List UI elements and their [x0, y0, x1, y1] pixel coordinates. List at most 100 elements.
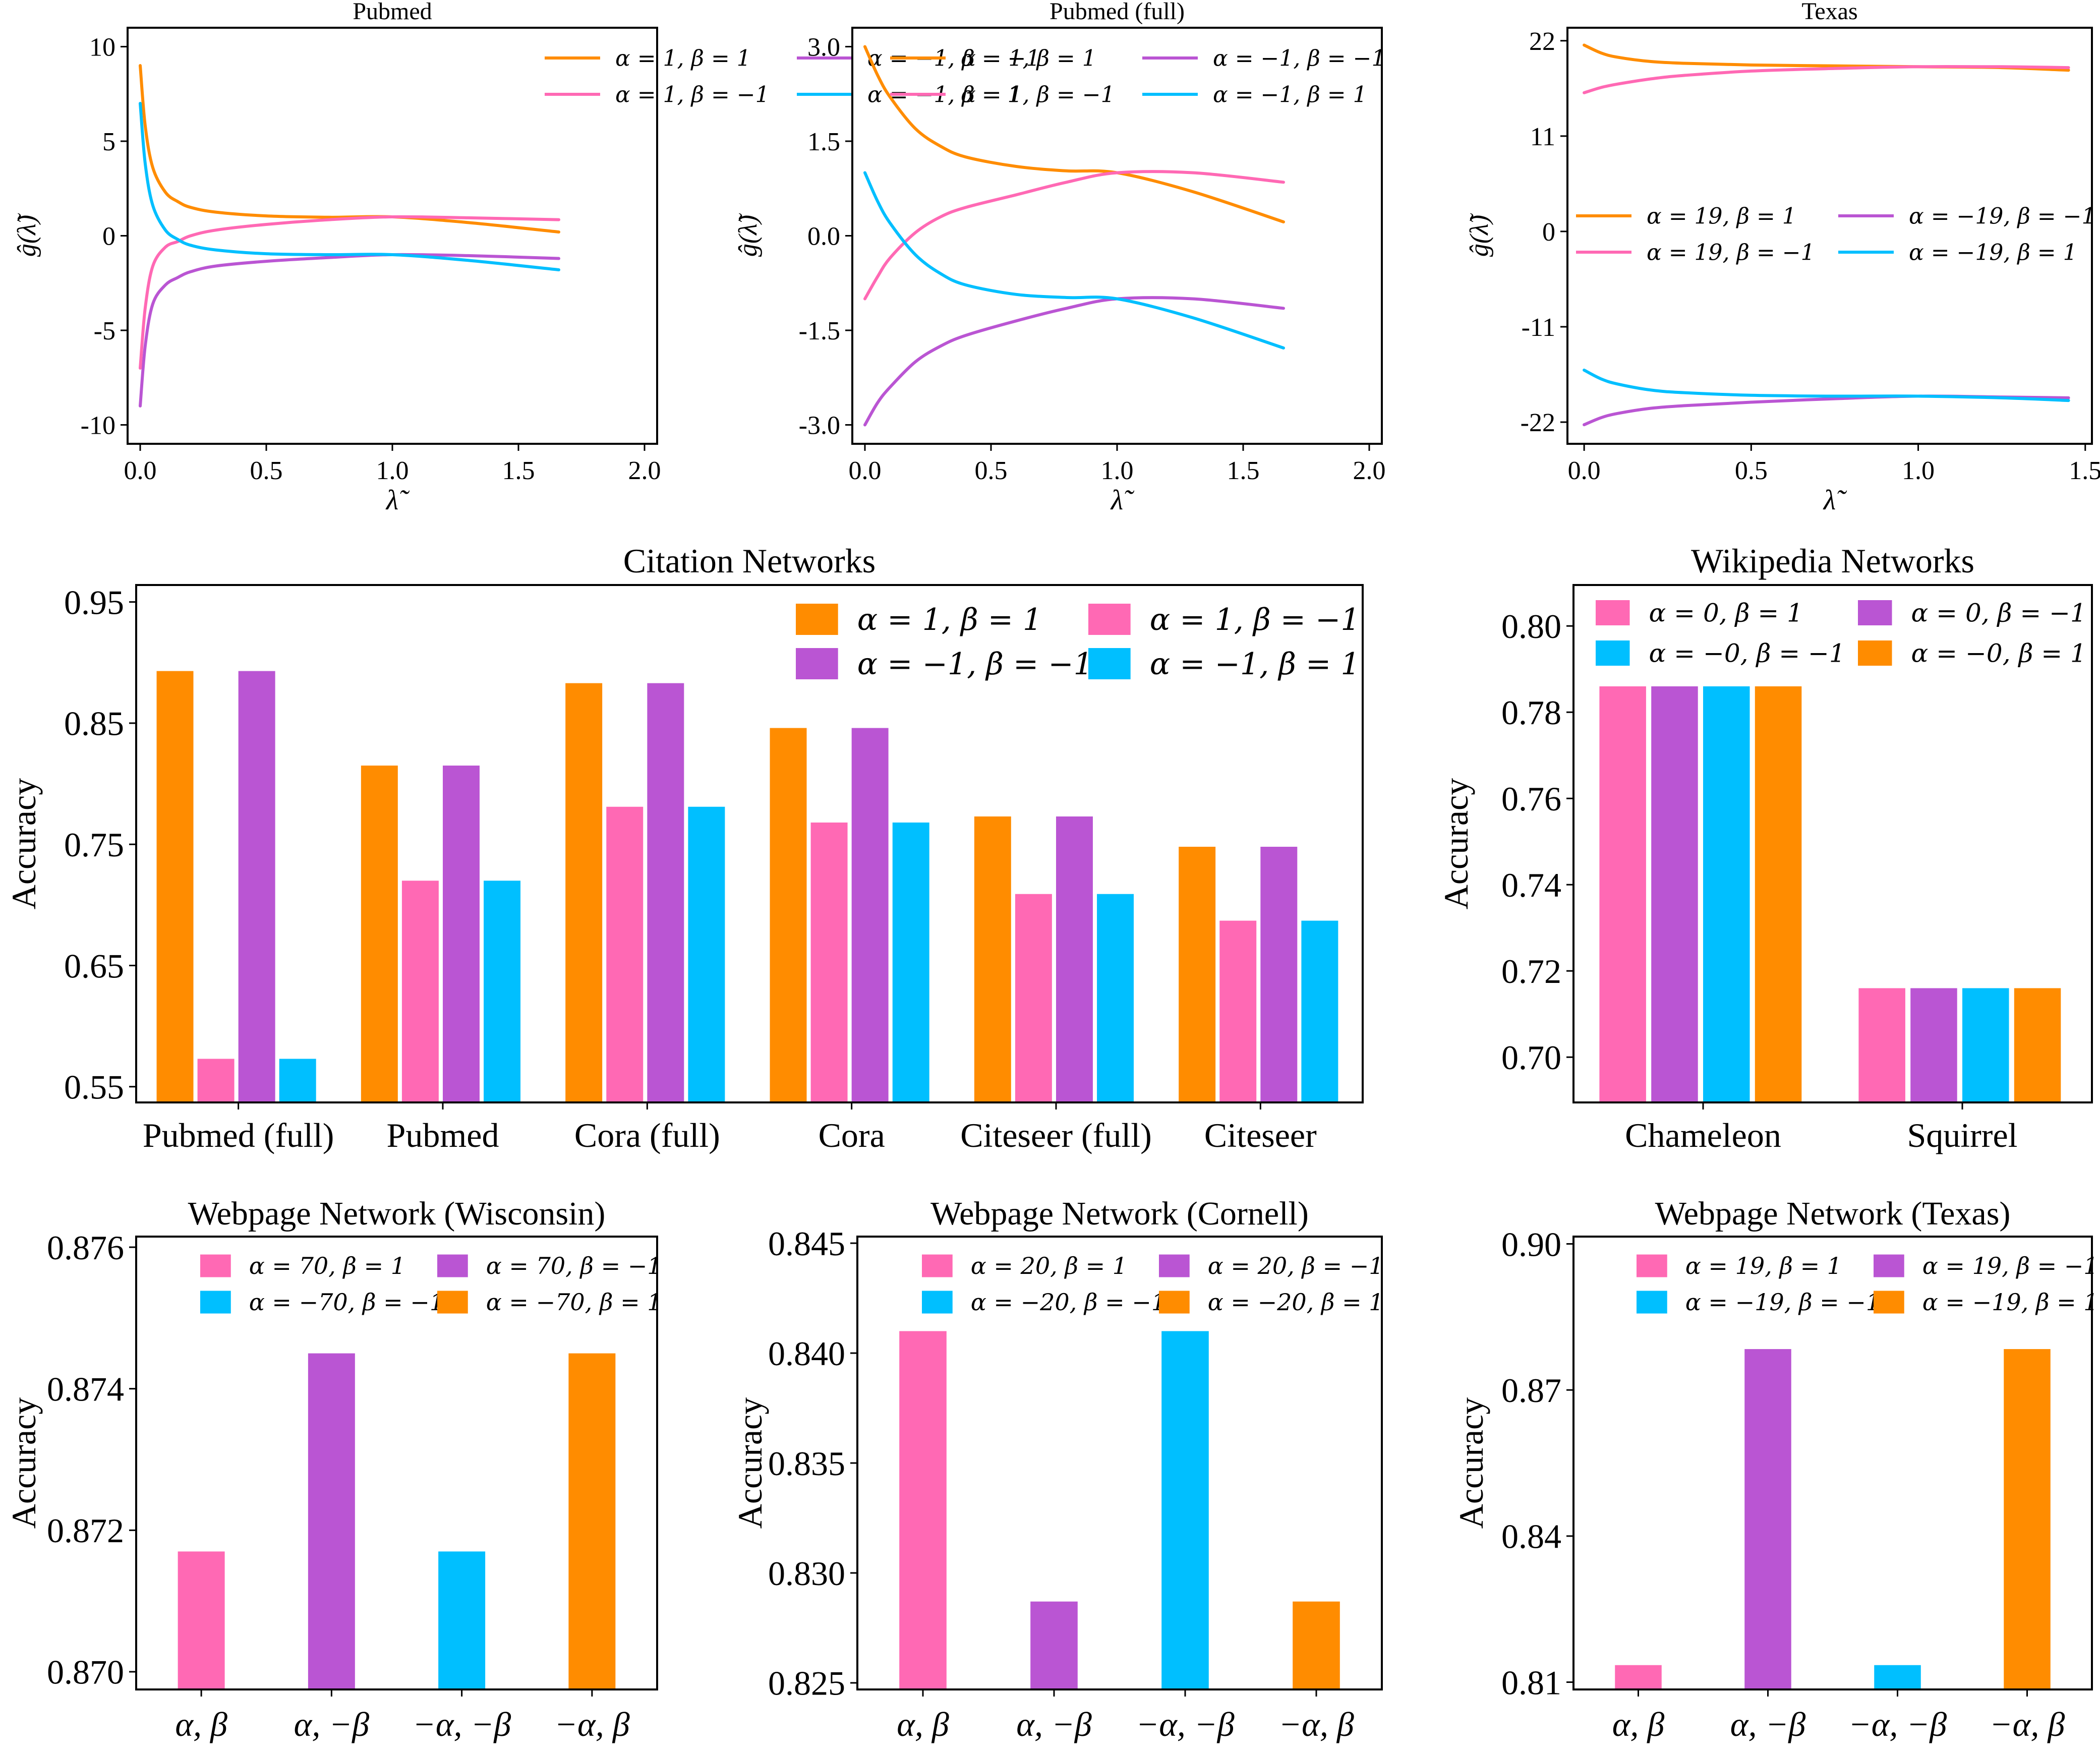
y-tick-label: 0.80 — [1501, 607, 1561, 646]
y-tick-label: 0.835 — [768, 1444, 845, 1483]
y-tick-label: 3.0 — [807, 33, 840, 62]
legend-swatch — [922, 1291, 953, 1314]
x-tick-label: Pubmed (full) — [143, 1116, 334, 1154]
chart-title: Citation Networks — [623, 542, 876, 580]
y-tick-label: 0.72 — [1501, 952, 1561, 990]
bar-cora-full--3 — [688, 806, 725, 1102]
bar-cora-1 — [810, 822, 848, 1102]
y-axis-label: Accuracy — [5, 778, 43, 909]
legend-label: α = 20, β = 1 — [971, 1252, 1127, 1279]
series-line-2 — [1583, 65, 2070, 94]
bar-squirrel-2 — [1962, 988, 2009, 1102]
legend-swatch — [1088, 604, 1131, 635]
x-tick-label: α, β — [897, 1705, 949, 1743]
axes-frame — [135, 584, 1364, 1103]
bar-3 — [2004, 1349, 2051, 1689]
x-tick-label: α, β — [175, 1705, 227, 1743]
y-axis-label: ĝ(λ̃) — [734, 213, 763, 257]
bar-citeseer-3 — [1301, 920, 1338, 1102]
series-line-0 — [863, 45, 1285, 223]
series-line-1 — [1583, 394, 2070, 427]
legend-swatch — [1858, 600, 1892, 625]
x-tick-label: Cora (full) — [574, 1116, 720, 1154]
legend-swatch — [200, 1291, 231, 1314]
x-tick-label: −α, −β — [1136, 1705, 1234, 1743]
x-tick-label: Pubmed — [387, 1116, 499, 1154]
y-tick-label: 0 — [102, 222, 115, 251]
x-tick-label: 0.0 — [849, 456, 882, 485]
y-tick-label: 0.78 — [1501, 693, 1561, 732]
x-tick-label: α, β — [1612, 1705, 1665, 1743]
panel-webpage-texas: Webpage Network (Texas) 0.90 0.87 0.84 0.81 A… — [1452, 1195, 2098, 1743]
y-axis-label: Accuracy — [731, 1397, 769, 1529]
axes-frame — [1566, 27, 2093, 445]
chart-title: Pubmed (full) — [1049, 0, 1185, 25]
legend-swatch — [1874, 1254, 1904, 1277]
x-tick-label: Citeseer — [1204, 1116, 1317, 1154]
bar-2 — [1874, 1665, 1921, 1689]
x-tick-label: Cora — [819, 1116, 885, 1154]
legend-swatch — [1159, 1291, 1190, 1314]
y-tick-label: 0.90 — [1501, 1225, 1561, 1263]
bar-3 — [568, 1353, 616, 1689]
bar-citeseer-0 — [1179, 847, 1216, 1102]
panel-webpage-cornell: Webpage Network (Cornell) 0.845 0.840 0.835… — [731, 1195, 1384, 1743]
bar-citeseer-2 — [1260, 847, 1298, 1102]
bar-0 — [899, 1331, 947, 1689]
legend-label: α = 19, β = 1 — [1647, 203, 1796, 229]
y-tick-label: 0.70 — [1501, 1038, 1561, 1077]
chart-title: Pubmed — [353, 0, 432, 25]
legend-label: α = 70, β = −1 — [486, 1252, 662, 1279]
bar-0 — [178, 1551, 225, 1689]
legend-swatch — [437, 1254, 468, 1277]
x-tick-label: 1.5 — [2069, 456, 2100, 485]
series-line-3 — [863, 171, 1285, 349]
legend-label: α = −20, β = −1 — [971, 1289, 1166, 1316]
legend-swatch — [1874, 1291, 1904, 1314]
series-line-2 — [139, 215, 560, 370]
bar-0 — [1615, 1665, 1662, 1689]
chart-title: Webpage Network (Wisconsin) — [188, 1195, 606, 1232]
bar-pubmed-full--0 — [156, 671, 194, 1102]
bar-cora-full--0 — [565, 683, 603, 1102]
x-axis-label: λ̃ — [385, 485, 410, 516]
y-tick-label: 0.825 — [768, 1664, 845, 1703]
chart-title: Texas — [1801, 0, 1857, 25]
legend-label: α = −19, β = 1 — [1922, 1289, 2098, 1316]
legend-label: α = −19, β = −1 — [1909, 203, 2096, 229]
legend-label: α = 19, β = −1 — [1647, 240, 1815, 265]
x-tick-label: 1.5 — [1227, 456, 1260, 485]
bar-citeseer-full--3 — [1097, 894, 1134, 1102]
chart-title: Webpage Network (Cornell) — [930, 1195, 1309, 1232]
series-line-1 — [863, 296, 1285, 427]
legend-label: α = 0, β = 1 — [1649, 599, 1803, 628]
legend-label: α = −1, β = −1 — [857, 647, 1093, 682]
bar-1 — [1030, 1601, 1078, 1689]
legend-label: α = 1, β = 1 — [857, 602, 1042, 637]
y-tick-label: 0.81 — [1501, 1663, 1561, 1702]
x-tick-label: −α, β — [1278, 1705, 1354, 1743]
series-line-3 — [139, 102, 560, 271]
legend-label: α = 19, β = 1 — [1685, 1252, 1842, 1279]
bar-squirrel-1 — [1910, 988, 1957, 1102]
y-tick-label: 0.87 — [1501, 1371, 1561, 1410]
bar-chameleon-1 — [1651, 686, 1698, 1102]
x-tick-label: 0.0 — [124, 456, 157, 485]
x-tick-label: 1.0 — [376, 456, 409, 485]
y-tick-label: 0.95 — [64, 583, 124, 621]
y-tick-label: 0.830 — [768, 1554, 845, 1593]
y-tick-label: 0.870 — [47, 1653, 124, 1691]
legend-label: α = −0, β = −1 — [1649, 639, 1845, 668]
y-axis-label: ĝ(λ̃) — [1465, 213, 1494, 257]
bar-pubmed-2 — [443, 766, 480, 1102]
legend-swatch — [922, 1254, 953, 1277]
legend-label: α = 1, β = 1 — [615, 45, 751, 71]
x-tick-label: 0.5 — [1735, 456, 1768, 485]
legend-swatch — [796, 648, 838, 679]
legend-label: α = 19, β = −1 — [1922, 1252, 2098, 1279]
x-axis-label: λ̃ — [1110, 485, 1135, 516]
y-tick-label: -10 — [81, 412, 115, 440]
x-tick-label: 1.0 — [1902, 456, 1935, 485]
y-tick-label: -22 — [1521, 408, 1555, 437]
y-tick-label: 0.74 — [1501, 866, 1561, 904]
